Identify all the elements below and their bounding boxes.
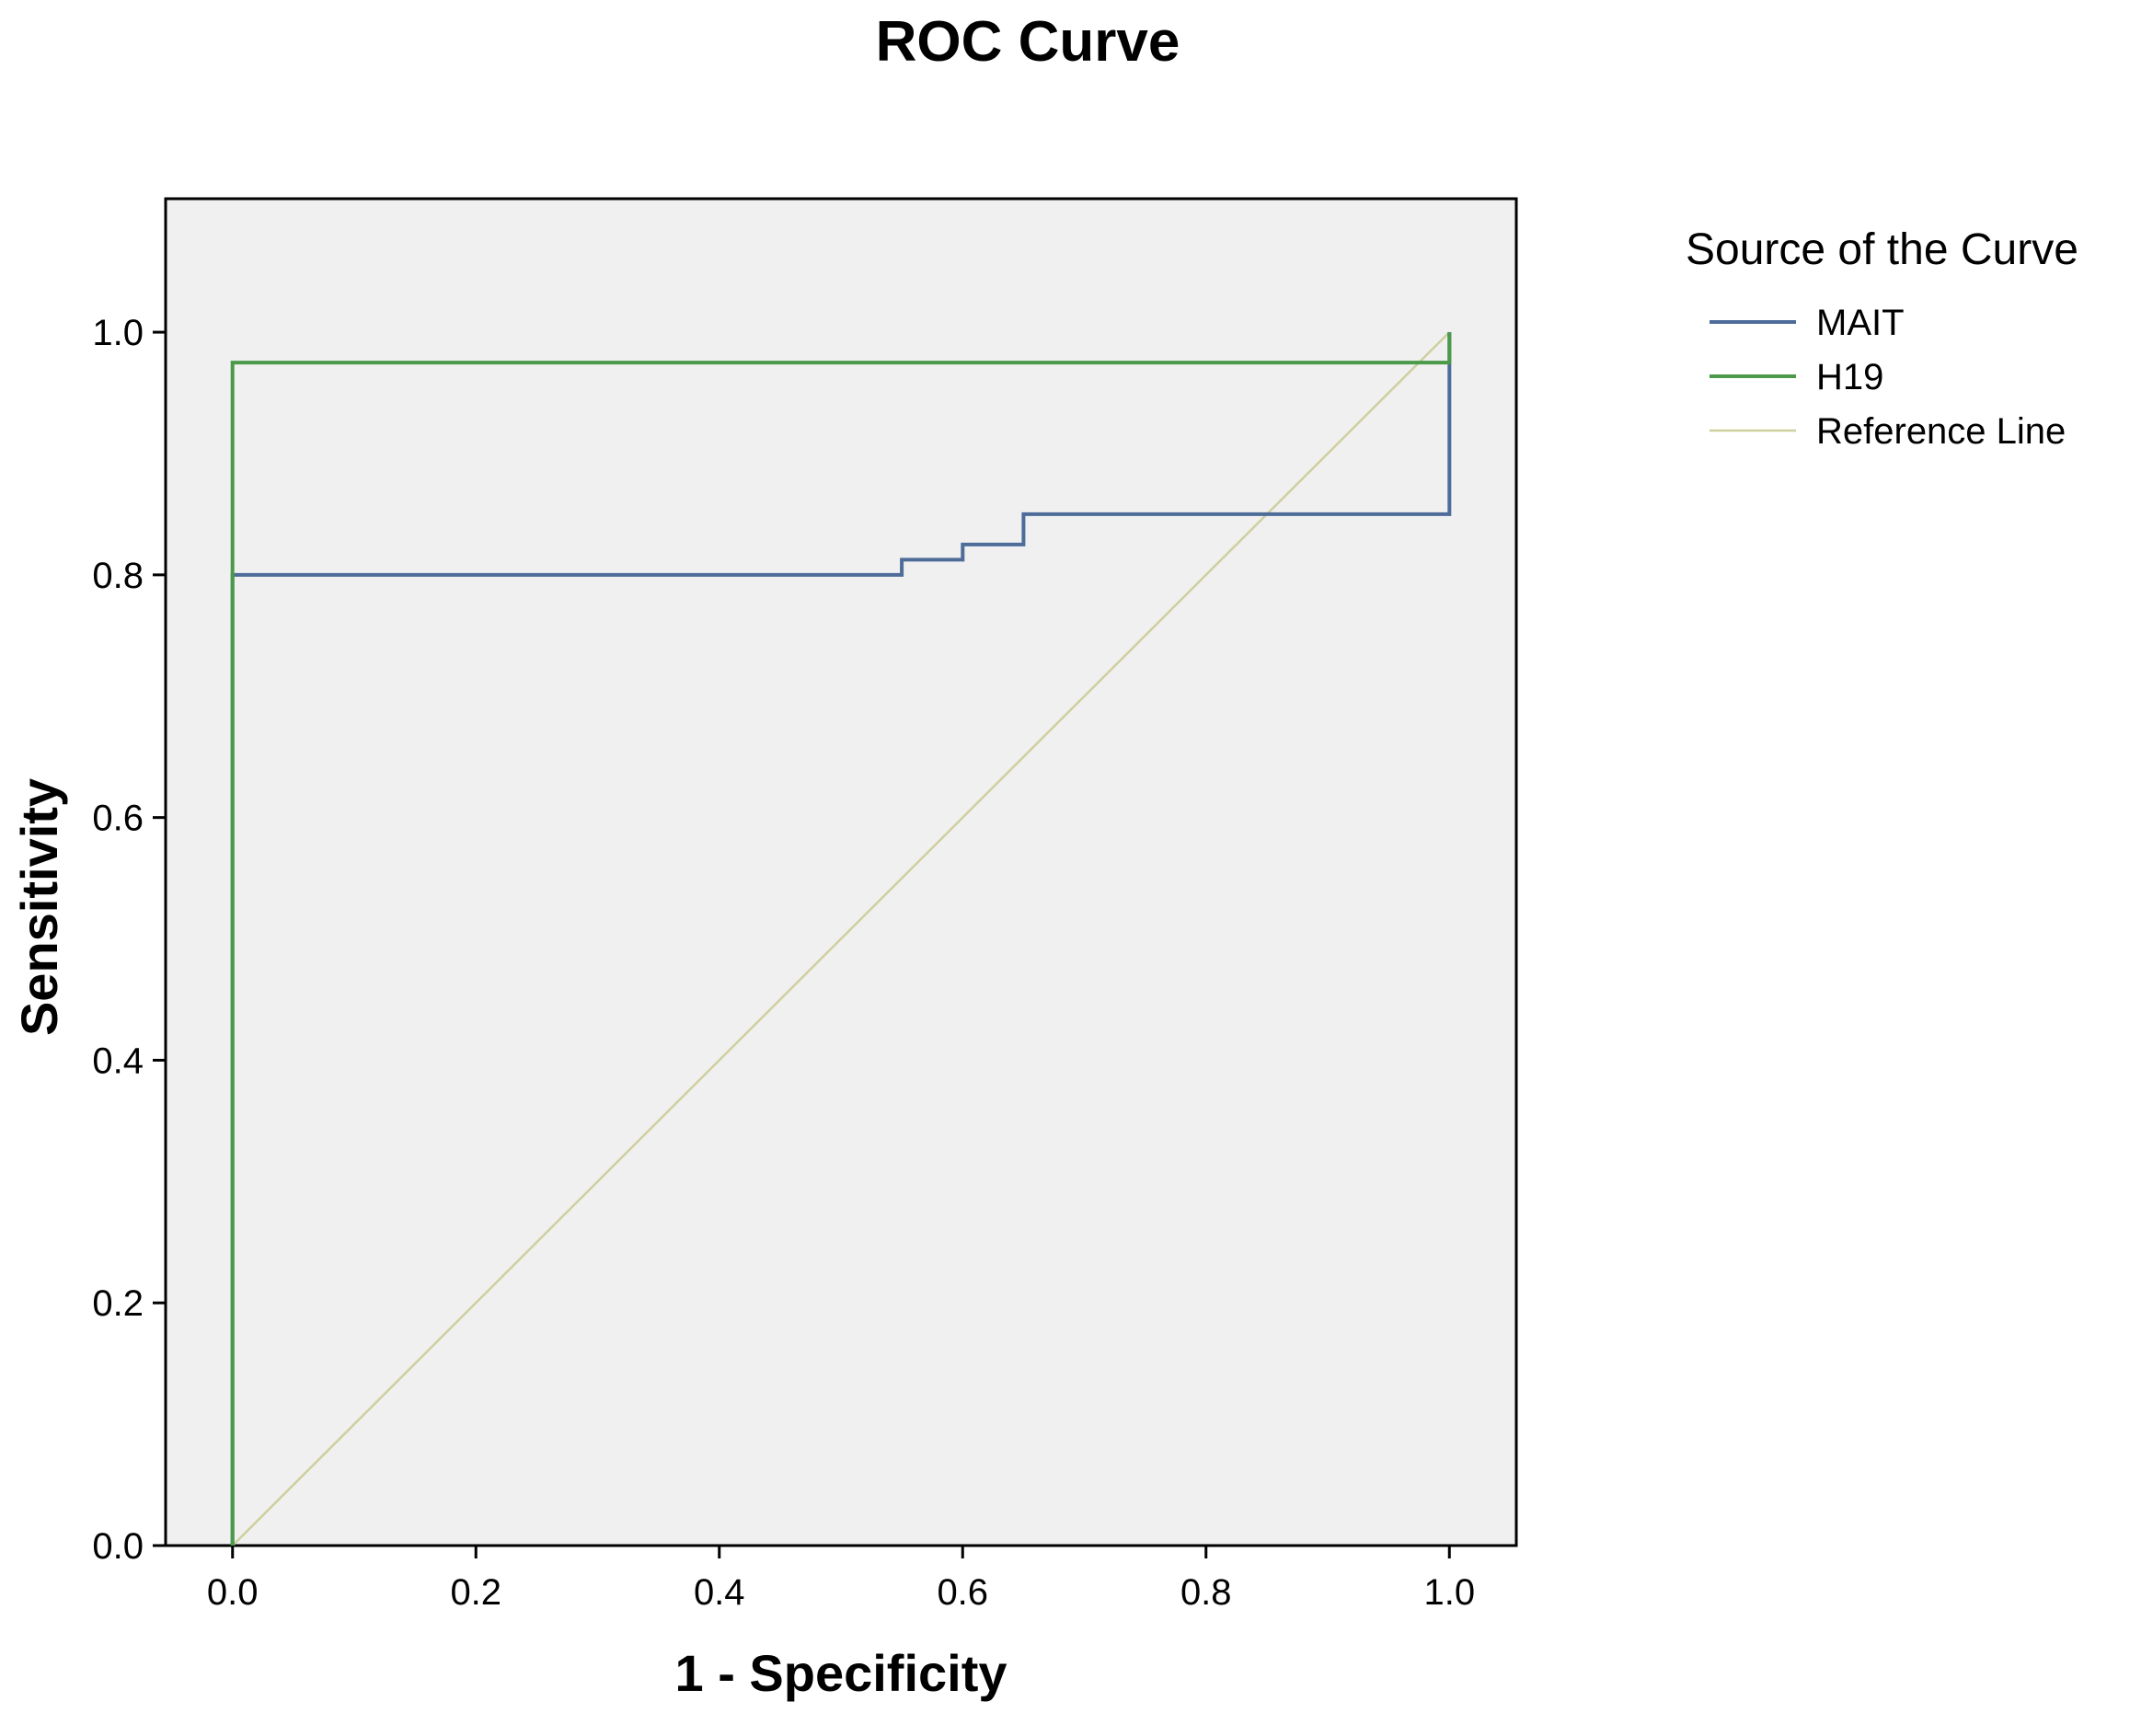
legend-title: Source of the Curve	[1686, 225, 2078, 274]
y-axis-label: Sensitivity	[10, 778, 68, 1036]
mait-legend-label: MAIT	[1816, 303, 1905, 343]
y-axis-ticks: 0.0 0.2 0.4 0.6 0.8 1.0	[92, 313, 166, 1567]
plot-area	[164, 197, 1518, 1547]
x-tick-label: 1.0	[1423, 1572, 1475, 1613]
x-tick-label: 0.0	[207, 1572, 259, 1613]
x-tick-label: 0.6	[937, 1572, 988, 1613]
x-tick-label: 0.8	[1180, 1572, 1232, 1613]
h19-series-line	[230, 332, 1452, 1546]
y-tick-label: 0.0	[92, 1526, 144, 1567]
chart-title: ROC Curve	[876, 10, 1180, 74]
legend-items: MAIT H19 Reference Line	[1710, 303, 2066, 452]
x-axis-ticks: 0.0 0.2 0.4 0.6 0.8 1.0	[207, 1546, 1475, 1613]
series-layer	[230, 331, 1452, 1546]
x-axis-label: 1 - Specificity	[674, 1644, 1007, 1702]
h19-legend-label: H19	[1816, 357, 1883, 397]
legend: Source of the Curve MAIT H19 Reference Lin…	[1686, 225, 2078, 452]
reference-line-legend-label: Reference Line	[1816, 411, 2066, 452]
x-tick-label: 0.2	[450, 1572, 501, 1613]
reference-line-series-line	[231, 331, 1451, 1546]
y-tick-label: 1.0	[92, 313, 144, 353]
y-tick-label: 0.6	[92, 799, 144, 839]
y-tick-label: 0.2	[92, 1283, 144, 1324]
y-tick-label: 0.4	[92, 1040, 144, 1081]
y-tick-label: 0.8	[92, 556, 144, 596]
x-tick-label: 0.4	[694, 1572, 745, 1613]
mait-series-line	[230, 332, 1452, 1546]
